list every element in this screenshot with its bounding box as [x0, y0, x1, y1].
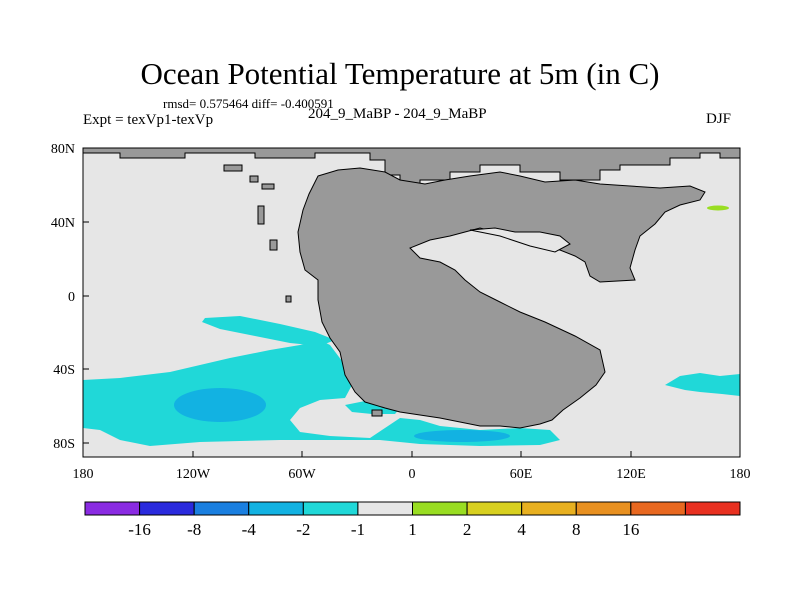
lon-label-0: 0 [409, 467, 416, 482]
land-arctic [82, 147, 741, 186]
lon-label-120w: 120W [176, 467, 211, 482]
colorbar-box-5 [357, 501, 413, 516]
rmsd-diff-stats: rmsd= 0.575464 diff= -0.400591 [163, 96, 334, 111]
lon-tick-marks [82, 451, 741, 457]
land-main-continent [297, 167, 706, 429]
colorbar-label-8: 8 [572, 520, 581, 539]
lon-label-180e: 180 [730, 467, 751, 482]
colorbar-label-7: 4 [517, 520, 526, 539]
island-5 [261, 183, 275, 190]
colorbar-box-11 [684, 501, 741, 516]
island-1 [257, 205, 265, 225]
lon-label-60e: 60E [510, 467, 533, 482]
anomaly-region-southwest-pacific [665, 373, 740, 396]
season-label: DJF [706, 111, 732, 127]
island-6 [223, 164, 243, 172]
lon-label-120e: 120E [616, 467, 646, 482]
colorbar-box-10 [630, 501, 686, 516]
colorbar-label-3: -2 [296, 520, 310, 539]
colorbar-box-1 [139, 501, 195, 516]
lat-label-80n: 80N [51, 142, 75, 157]
colorbar-box-6 [412, 501, 468, 516]
colorbar-box-4 [302, 501, 359, 516]
colorbar-label-4: -1 [351, 520, 365, 539]
colorbar: -16 -8 -4 -2 -1 1 2 4 8 16 [84, 501, 741, 539]
anomaly-positive-north-pacific [707, 205, 729, 211]
lon-label-180w: 180 [73, 467, 94, 482]
anomaly-core-south-atlantic [414, 430, 510, 442]
anomaly-core-south-pacific [174, 388, 266, 422]
colorbar-label-9: 16 [622, 520, 639, 539]
island-7 [371, 409, 383, 417]
colorbar-box-2 [193, 501, 250, 516]
colorbar-box-9 [575, 501, 632, 516]
experiment-label: Expt = texVp1-texVp [83, 112, 214, 128]
plot-title: Ocean Potential Temperature at 5m (in C) [140, 56, 660, 91]
colorbar-label-6: 2 [463, 520, 472, 539]
lat-label-80s: 80S [53, 437, 75, 452]
lon-label-60w: 60W [288, 467, 316, 482]
colorbar-box-0 [84, 501, 141, 516]
lat-label-0: 0 [68, 290, 75, 305]
colorbar-box-7 [466, 501, 523, 516]
anomaly-strip-drake-passage [345, 401, 400, 414]
colorbar-label-5: 1 [408, 520, 417, 539]
anomaly-tongue-south-pacific [202, 316, 335, 346]
colorbar-label-1: -8 [187, 520, 201, 539]
colorbar-label-0: -16 [128, 520, 151, 539]
lat-label-40n: 40N [51, 216, 75, 231]
lat-tick-marks [83, 147, 89, 444]
colorbar-label-2: -4 [242, 520, 257, 539]
island-4 [249, 175, 259, 183]
inland-sea [469, 227, 571, 253]
lat-label-40s: 40S [53, 363, 75, 378]
island-3 [285, 295, 292, 303]
colorbar-box-8 [521, 501, 577, 516]
island-2 [269, 239, 278, 251]
case-label: 204_9_MaBP - 204_9_MaBP [308, 106, 487, 122]
colorbar-box-3 [248, 501, 304, 516]
